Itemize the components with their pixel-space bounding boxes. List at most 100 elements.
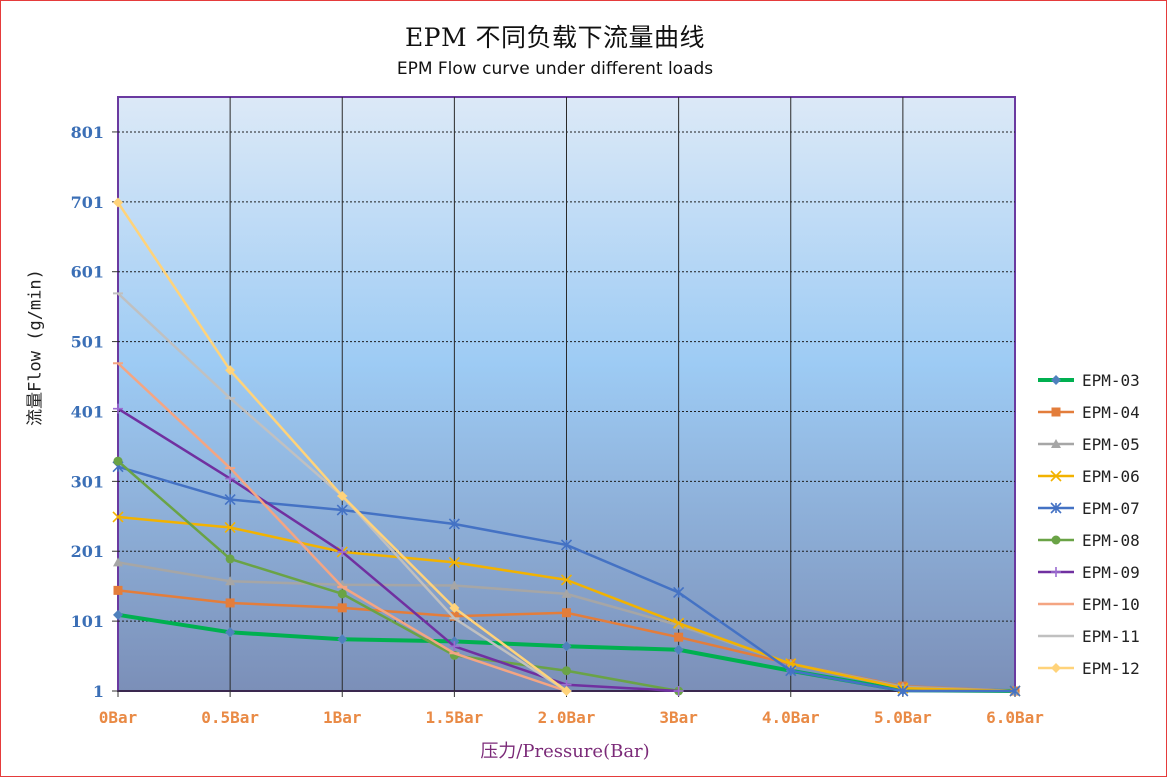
data-point: [1051, 439, 1061, 448]
y-ticks: 1 101 201 301 401 501 601 701 801: [71, 123, 118, 701]
data-point: [1050, 470, 1062, 482]
data-point: [112, 511, 124, 523]
data-point: [448, 518, 460, 530]
data-point: [1051, 567, 1061, 577]
chart-title: EPM 不同负载下流量曲线: [404, 23, 706, 52]
data-point: [1051, 407, 1061, 417]
data-point: [337, 546, 348, 557]
series-lines: [112, 197, 1021, 697]
x-tick-label: 2.0Bar: [538, 708, 596, 727]
legend-label: EPM-10: [1082, 595, 1140, 614]
x-tick-label: 4.0Bar: [762, 708, 820, 727]
data-point: [1051, 375, 1061, 385]
legend-item-epm-07[interactable]: EPM-07: [1038, 499, 1140, 518]
legend-item-epm-03[interactable]: EPM-03: [1038, 371, 1140, 390]
legend-item-epm-08[interactable]: EPM-08: [1038, 531, 1140, 550]
x-tick-label: 0.5Bar: [201, 708, 259, 727]
legend-item-epm-12[interactable]: EPM-12: [1038, 659, 1140, 678]
legend-item-epm-06[interactable]: EPM-06: [1038, 467, 1140, 486]
x-tick-label: 6.0Bar: [986, 708, 1044, 727]
data-point: [225, 473, 236, 484]
data-point: [673, 617, 685, 629]
y-tick-label: 401: [71, 402, 104, 421]
x-tick-label: 0Bar: [99, 708, 138, 727]
data-point: [113, 197, 123, 208]
legend-label: EPM-05: [1082, 435, 1140, 454]
x-tick-label: 5.0Bar: [874, 708, 932, 727]
y-tick-label: 101: [71, 612, 104, 631]
data-point: [560, 539, 573, 551]
legend-label: EPM-12: [1082, 659, 1140, 678]
legend-item-epm-04[interactable]: EPM-04: [1038, 403, 1140, 422]
data-point: [561, 686, 572, 696]
data-point: [1051, 663, 1061, 673]
legend-label: EPM-03: [1082, 371, 1140, 390]
data-point: [225, 598, 235, 608]
data-point: [673, 686, 684, 696]
data-point: [562, 608, 571, 618]
data-point: [674, 632, 684, 642]
data-point: [336, 504, 348, 516]
data-point: [449, 611, 459, 621]
data-point: [785, 665, 797, 677]
data-point: [113, 557, 123, 567]
data-point: [337, 589, 347, 599]
series-line: [117, 407, 679, 693]
legend-item-epm-10[interactable]: EPM-10: [1038, 595, 1140, 614]
data-point: [1051, 535, 1061, 545]
data-point: [561, 588, 572, 598]
data-point: [337, 634, 348, 645]
legend-label: EPM-11: [1082, 627, 1140, 646]
data-point: [224, 493, 236, 506]
data-point: [225, 627, 236, 638]
data-point: [337, 491, 348, 502]
data-point: [113, 456, 123, 466]
legend-item-epm-09[interactable]: EPM-09: [1038, 563, 1140, 582]
x-ticks: 0Bar 0.5Bar 1Bar 1.5Bar 2.0Bar 3Bar 4.0Bar 5.0B…: [99, 691, 1044, 727]
y-tick-label: 1: [93, 682, 104, 701]
legend-label: EPM-07: [1082, 499, 1140, 518]
data-point: [449, 580, 460, 590]
data-point: [561, 641, 572, 652]
data-point: [449, 602, 460, 613]
data-point: [449, 641, 460, 652]
data-point: [225, 576, 236, 586]
data-point: [673, 620, 684, 630]
data-point: [562, 666, 571, 676]
legend-label: EPM-06: [1082, 467, 1140, 486]
y-tick-label: 601: [71, 263, 104, 282]
data-point: [113, 609, 123, 620]
x-axis-label: 压力/Pressure(Bar): [480, 741, 650, 762]
legend-item-epm-11[interactable]: EPM-11: [1038, 627, 1140, 646]
legend: EPM-03 EPM-04 EPM-05 EPM-06 EPM-07 EPM-08 EPM-…: [1038, 371, 1140, 678]
data-point: [337, 603, 347, 613]
chart-subtitle: EPM Flow curve under different loads: [396, 59, 714, 79]
series-epm-12: [113, 197, 572, 696]
legend-label: EPM-09: [1082, 563, 1140, 582]
y-tick-label: 501: [71, 333, 104, 352]
x-tick-label: 3Bar: [659, 708, 698, 727]
legend-item-epm-05[interactable]: EPM-05: [1038, 435, 1140, 454]
y-tick-label: 701: [71, 193, 104, 212]
data-point: [560, 574, 573, 586]
data-point: [897, 685, 909, 697]
data-point: [225, 554, 235, 564]
x-tick-label: 1.5Bar: [425, 708, 483, 727]
y-tick-label: 201: [71, 542, 104, 561]
data-point: [224, 521, 236, 534]
data-point: [1050, 502, 1062, 514]
data-point: [113, 403, 123, 414]
legend-label: EPM-04: [1082, 403, 1140, 422]
data-point: [673, 586, 685, 599]
data-point: [448, 556, 460, 568]
x-tick-label: 1Bar: [323, 708, 362, 727]
series-line: [117, 460, 679, 693]
y-tick-label: 801: [71, 123, 104, 142]
data-point: [225, 365, 236, 376]
series-epm-09: [113, 403, 684, 696]
data-point: [673, 644, 684, 655]
legend-label: EPM-08: [1082, 531, 1140, 550]
data-point: [113, 585, 123, 595]
data-point: [1009, 685, 1021, 697]
